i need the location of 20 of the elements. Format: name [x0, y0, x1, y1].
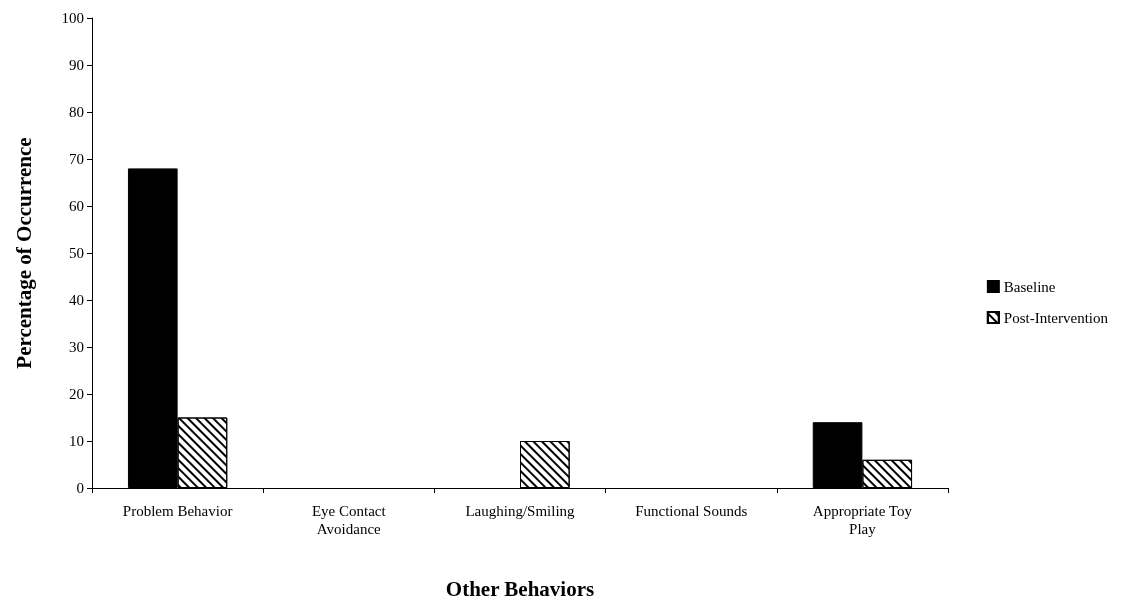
x-tick-label: Laughing/Smiling: [465, 503, 576, 519]
y-tick-label: 60: [69, 198, 84, 214]
legend-label: Post-Intervention: [1003, 309, 1109, 326]
y-tick-label: 10: [69, 433, 84, 449]
x-axis-title: Other Behaviors: [445, 576, 595, 601]
y-tick-label: 80: [69, 104, 84, 120]
y-tick-label: 100: [61, 10, 84, 26]
x-tick-label: Problem Behavior: [122, 503, 233, 519]
y-tick-label: 40: [69, 292, 84, 308]
x-tick-label: Eye Contact Avoidance: [311, 503, 387, 537]
x-tick-label: Functional Sounds: [635, 503, 748, 519]
y-tick-label: 90: [69, 57, 84, 73]
y-tick-label: 0: [76, 480, 84, 496]
y-axis-title: Percentage of Occurrence: [11, 137, 36, 369]
y-tick-label: 30: [69, 339, 84, 355]
y-tick-label: 20: [69, 386, 84, 402]
legend-label: Baseline: [1003, 278, 1056, 295]
y-tick-label: 70: [69, 151, 84, 167]
y-tick-label: 50: [69, 245, 84, 261]
x-tick-label: Appropriate Toy Play: [812, 503, 913, 537]
